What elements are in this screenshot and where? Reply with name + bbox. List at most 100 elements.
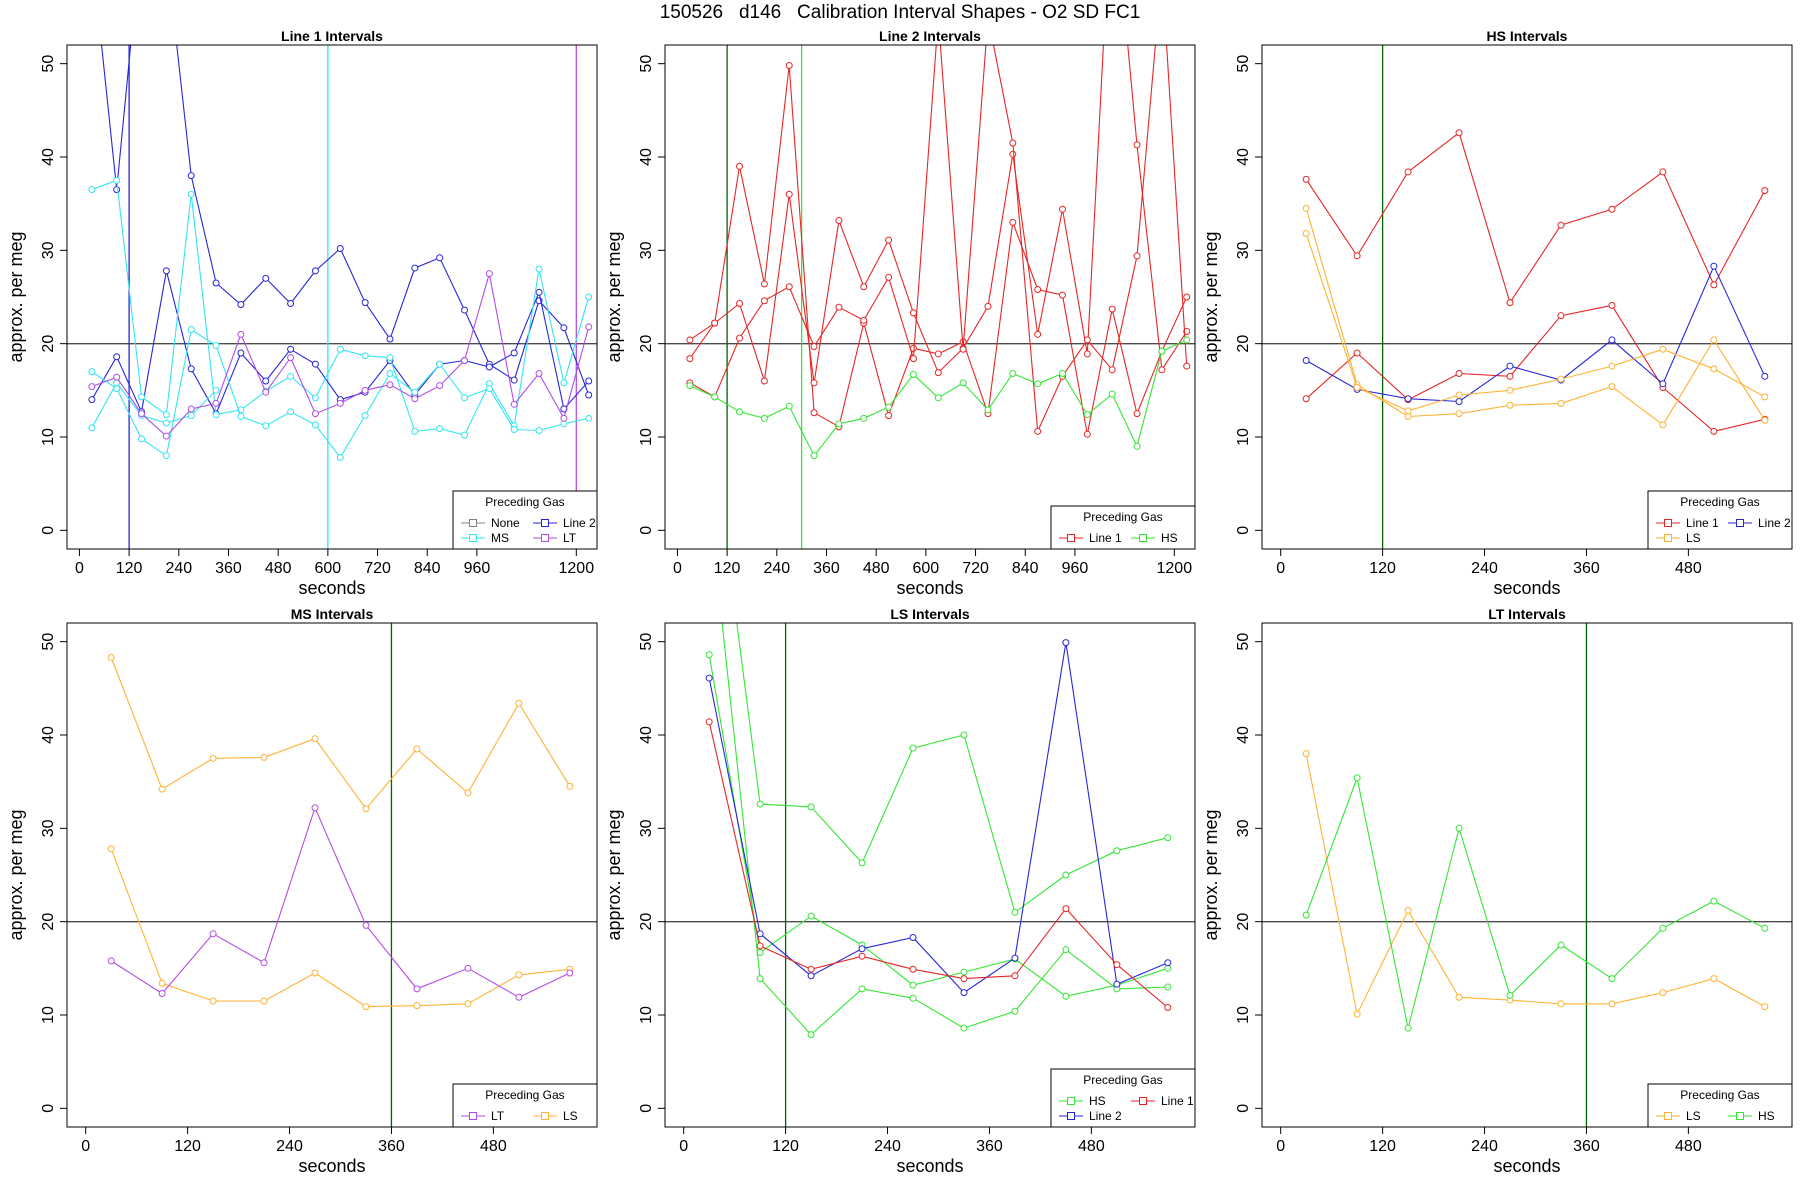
data-point bbox=[1608, 336, 1616, 344]
data-point bbox=[1009, 218, 1017, 226]
data-point bbox=[686, 355, 694, 363]
data-point bbox=[909, 370, 917, 378]
data-point bbox=[260, 997, 268, 1005]
data-point bbox=[535, 370, 543, 378]
data-point bbox=[287, 345, 295, 353]
data-point bbox=[187, 365, 195, 373]
data-point bbox=[835, 303, 843, 311]
data-point bbox=[1108, 366, 1116, 374]
x-tick-label: 120 bbox=[1369, 1138, 1396, 1155]
data-point bbox=[1302, 395, 1310, 403]
data-point bbox=[785, 62, 793, 70]
panel-title: Line 1 Intervals bbox=[281, 28, 383, 44]
data-point bbox=[960, 731, 968, 739]
data-point bbox=[1506, 991, 1514, 999]
data-point bbox=[1659, 924, 1667, 932]
data-point bbox=[1034, 427, 1042, 435]
data-point bbox=[1302, 175, 1310, 183]
data-point bbox=[162, 411, 170, 419]
data-point bbox=[158, 785, 166, 793]
data-point bbox=[566, 969, 574, 977]
y-tick-label: 20 bbox=[40, 913, 57, 931]
data-point bbox=[260, 959, 268, 967]
data-point bbox=[237, 330, 245, 338]
data-point bbox=[1659, 380, 1667, 388]
data-point bbox=[785, 283, 793, 291]
data-point bbox=[1506, 299, 1514, 307]
x-tick-label: 360 bbox=[813, 560, 840, 577]
data-point bbox=[1164, 959, 1172, 967]
legend-label: LS bbox=[1686, 531, 1701, 545]
data-point bbox=[711, 393, 719, 401]
data-point bbox=[311, 804, 319, 812]
data-point bbox=[1083, 350, 1091, 358]
data-point bbox=[1113, 980, 1121, 988]
data-point bbox=[1302, 356, 1310, 364]
data-point bbox=[209, 997, 217, 1005]
plot-frame bbox=[1261, 622, 1793, 1128]
legend-label: LS bbox=[1686, 1109, 1701, 1123]
data-point bbox=[1059, 291, 1066, 299]
data-point bbox=[807, 1031, 815, 1039]
legend-label: LT bbox=[563, 531, 577, 545]
y-tick-label: 30 bbox=[40, 241, 57, 259]
data-point bbox=[1659, 345, 1667, 353]
data-point bbox=[1455, 391, 1463, 399]
series-line bbox=[1305, 753, 1766, 1016]
data-point bbox=[262, 274, 270, 282]
y-tick-label: 20 bbox=[1235, 335, 1252, 353]
data-point bbox=[1062, 905, 1070, 913]
data-point bbox=[858, 859, 866, 867]
x-tick-label: 240 bbox=[763, 560, 790, 577]
legend-marker bbox=[1067, 1097, 1075, 1105]
data-point bbox=[810, 409, 818, 417]
y-tick-label: 30 bbox=[40, 819, 57, 837]
data-point bbox=[1455, 370, 1463, 378]
data-point bbox=[835, 420, 843, 428]
y-tick-label: 20 bbox=[638, 335, 655, 353]
series-line bbox=[1305, 208, 1766, 426]
data-point bbox=[187, 190, 195, 198]
data-point bbox=[1011, 908, 1019, 916]
data-point bbox=[960, 975, 968, 983]
data-point bbox=[413, 985, 421, 993]
legend-marker bbox=[541, 534, 549, 542]
data-point bbox=[985, 14, 991, 20]
data-point bbox=[515, 699, 523, 707]
data-point bbox=[885, 403, 893, 411]
data-point bbox=[362, 805, 370, 813]
data-point bbox=[560, 379, 568, 387]
series-line bbox=[110, 848, 570, 1008]
y-tick-label: 50 bbox=[638, 633, 655, 651]
y-tick-label: 10 bbox=[638, 428, 655, 446]
data-point bbox=[1011, 972, 1019, 980]
data-point bbox=[461, 431, 468, 439]
data-point bbox=[909, 981, 917, 989]
data-point bbox=[959, 379, 967, 387]
data-point bbox=[686, 382, 694, 390]
data-point bbox=[1608, 205, 1616, 213]
chart-panel-1: Line 1 Intervals 0 120 240 360 480 600 720 840 96… bbox=[6, 28, 598, 598]
legend-marker bbox=[1067, 1112, 1075, 1120]
data-point bbox=[1710, 365, 1718, 373]
data-point bbox=[1710, 281, 1718, 289]
y-tick-label: 0 bbox=[638, 1104, 655, 1113]
data-point bbox=[88, 424, 96, 432]
y-tick-label: 10 bbox=[1235, 1006, 1252, 1024]
data-point bbox=[934, 394, 942, 402]
data-point bbox=[1557, 312, 1565, 320]
data-point bbox=[1108, 305, 1116, 313]
data-point bbox=[909, 744, 917, 752]
y-tick-label: 0 bbox=[638, 526, 655, 535]
y-tick-label: 50 bbox=[1235, 633, 1252, 651]
plot-frame bbox=[664, 622, 1196, 1128]
data-point bbox=[1455, 398, 1463, 406]
data-point bbox=[810, 342, 818, 350]
data-point bbox=[187, 412, 195, 420]
legend-label: HS bbox=[1089, 1094, 1106, 1108]
data-point bbox=[860, 283, 868, 291]
x-axis-label: seconds bbox=[1493, 1156, 1560, 1176]
data-point bbox=[311, 969, 319, 977]
data-point bbox=[1608, 383, 1616, 391]
data-point bbox=[885, 273, 893, 281]
